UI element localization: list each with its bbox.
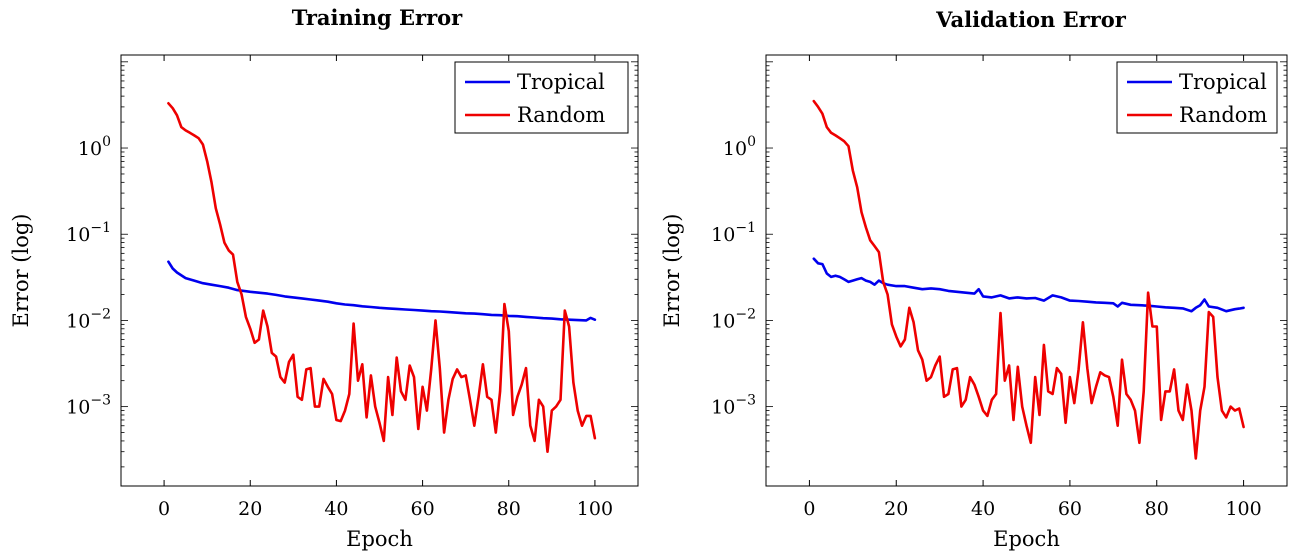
legend-box (1116, 61, 1278, 134)
y-tick-base: 10 (66, 310, 90, 332)
y-tick-exponent: −3 (735, 393, 756, 409)
legend-label: Tropical (517, 70, 605, 94)
y-tick-exponent: 0 (747, 134, 756, 150)
x-tick-label: 40 (324, 498, 348, 520)
y-tick-label: 10−2 (66, 306, 111, 332)
y-tick-label: 10−1 (66, 220, 111, 246)
x-axis-label: Epoch (346, 527, 413, 551)
series-group (167, 102, 597, 454)
y-tick-base: 10 (66, 224, 90, 246)
y-tick-label: 10−3 (711, 393, 756, 419)
series-line-tropical (167, 260, 597, 322)
x-tick-label: 20 (884, 498, 908, 520)
plot-frame (765, 54, 1288, 487)
y-tick-exponent: −2 (90, 306, 111, 322)
y-tick-exponent: 0 (102, 134, 111, 150)
training-error-chart: Training Error 0 20 40 60 80 100 10−3 10−2 10−1 10… (0, 0, 651, 556)
x-axis-label: Epoch (993, 527, 1060, 551)
x-tick-label: 0 (803, 498, 815, 520)
x-tick-label: 80 (1145, 498, 1169, 520)
y-tick-exponent: −1 (735, 220, 756, 236)
y-tick-base: 10 (711, 310, 735, 332)
plot-frame (120, 54, 639, 487)
validation-error-chart: Validation Error 0 20 40 60 80 100 10−3 10−2 10−1… (651, 0, 1303, 556)
series-line-tropical (812, 257, 1245, 313)
x-tick-label: 40 (971, 498, 995, 520)
y-tick-base: 10 (723, 138, 747, 160)
y-axis-label: Error (log) (9, 214, 33, 328)
y-tick-base: 10 (711, 224, 735, 246)
y-tick-exponent: −3 (90, 393, 111, 409)
y-tick-label: 10−3 (66, 393, 111, 419)
y-tick-label: 100 (723, 134, 756, 160)
x-tick-label: 100 (577, 498, 613, 520)
y-tick-label: 10−2 (711, 306, 756, 332)
series-line-random (812, 99, 1245, 460)
x-tick-label: 20 (238, 498, 262, 520)
x-tick-label: 100 (1225, 498, 1261, 520)
legend-box (454, 61, 629, 134)
legend-label: Random (517, 103, 605, 127)
x-tick-label: 60 (410, 498, 434, 520)
chart-title: Training Error (292, 5, 463, 30)
y-tick-exponent: −2 (735, 306, 756, 322)
y-tick-label: 100 (78, 134, 111, 160)
x-tick-label: 80 (497, 498, 521, 520)
y-tick-base: 10 (66, 397, 90, 419)
y-tick-base: 10 (78, 138, 102, 160)
y-tick-base: 10 (711, 397, 735, 419)
chart-title: Validation Error (935, 7, 1127, 32)
x-tick-label: 60 (1058, 498, 1082, 520)
y-tick-exponent: −1 (90, 220, 111, 236)
series-group (812, 99, 1245, 460)
y-axis-label: Error (log) (660, 214, 684, 328)
x-tick-label: 0 (158, 498, 170, 520)
y-tick-label: 10−1 (711, 220, 756, 246)
legend-label: Tropical (1179, 70, 1267, 94)
series-line-random (167, 102, 597, 454)
legend-label: Random (1179, 103, 1267, 127)
